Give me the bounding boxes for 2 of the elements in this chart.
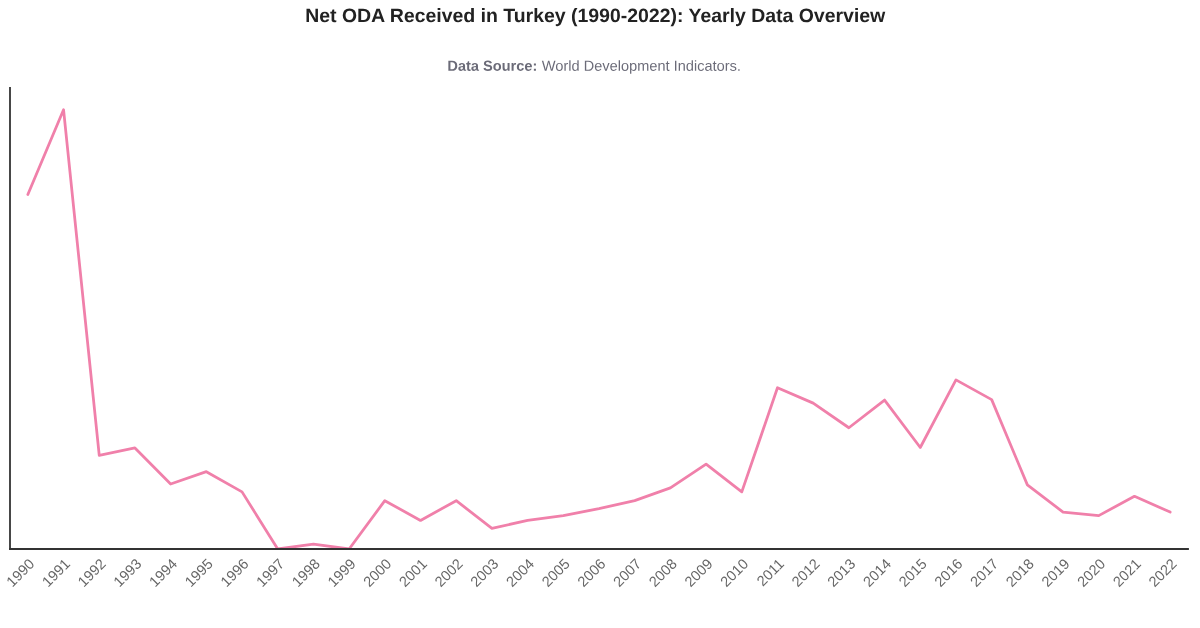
chart-subtitle: Data Source: World Development Indicators. [448,60,740,74]
chart-title: Net ODA Received in Turkey (1990-2022): Yearly Data Overview [306,8,886,27]
